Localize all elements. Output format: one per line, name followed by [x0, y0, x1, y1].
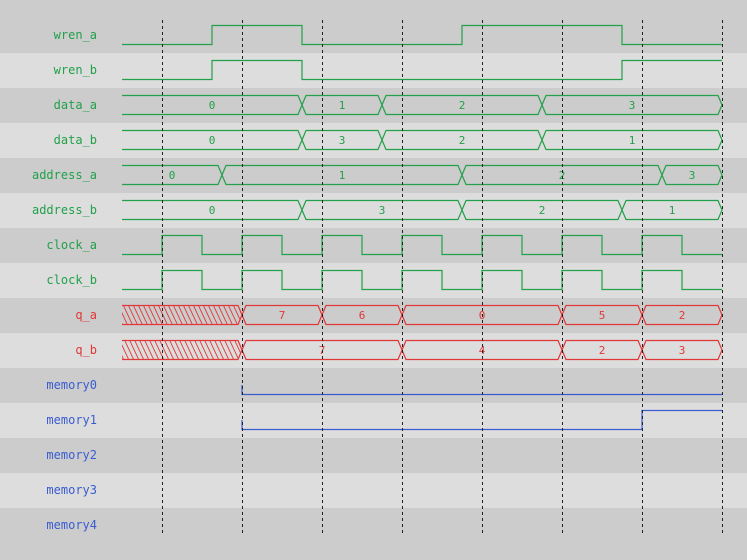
bus-value: 2 [599, 344, 606, 357]
waveform-q_a: 76052 [122, 304, 723, 326]
bus-value: 3 [379, 204, 386, 217]
bus-value: 0 [209, 134, 216, 147]
bus-value: 0 [209, 99, 216, 112]
bus-segment [301, 94, 383, 116]
signal-row-memory1: memory1 [0, 403, 747, 438]
signal-label[interactable]: memory1 [46, 413, 97, 427]
bus-value: 5 [599, 309, 606, 322]
signal-label[interactable]: address_a [31, 168, 97, 182]
signal-label[interactable]: data_b [53, 133, 97, 147]
bus-segment [461, 164, 663, 186]
bus-segment [461, 199, 623, 221]
signal-label[interactable]: clock_a [46, 238, 97, 252]
bus-segment [541, 129, 723, 151]
bus-value: 1 [339, 169, 346, 182]
bus-value: 1 [669, 204, 676, 217]
bit-trace [122, 24, 722, 46]
bus-segment [381, 94, 543, 116]
waveform-address_a: 0 1 2 3 [122, 164, 723, 186]
signal-label[interactable]: memory3 [46, 483, 97, 497]
bus-value: 0 [169, 169, 176, 182]
signal-row-clock_a: clock_a [0, 228, 747, 263]
bus-value: 2 [679, 309, 686, 322]
waveform-memory1 [241, 409, 722, 431]
bus-segment [541, 94, 723, 116]
waveform-clock_b [122, 269, 722, 291]
bus-value: 3 [629, 99, 636, 112]
undefined-segment [122, 339, 243, 361]
signal-row-address_a: address_a [0, 158, 747, 193]
bit-trace [122, 59, 722, 81]
bus-value: 2 [459, 99, 466, 112]
bus-segment [301, 199, 463, 221]
bus-segment [621, 199, 723, 221]
waveform-wren_b [122, 59, 722, 81]
signal-label[interactable]: memory2 [46, 448, 97, 462]
signal-row-memory0: memory0 [0, 368, 747, 403]
signal-label[interactable]: q_b [75, 343, 97, 357]
bus-value: 2 [539, 204, 546, 217]
signal-row-memory3: memory3 [0, 473, 747, 508]
bus-value: 0 [209, 204, 216, 217]
signal-row-data_a: data_a [0, 88, 747, 123]
waveform-q_b: 7423 [122, 339, 723, 361]
bus-value: 6 [359, 309, 366, 322]
waveform-clock_a [122, 234, 722, 256]
bus-value: 3 [339, 134, 346, 147]
signal-label[interactable]: memory4 [46, 518, 97, 532]
signal-label[interactable]: memory0 [46, 378, 97, 392]
signal-row-data_b: data_b [0, 123, 747, 158]
signal-label[interactable]: clock_b [46, 273, 97, 287]
bus-segment [221, 164, 463, 186]
bus-value: 1 [629, 134, 636, 147]
bus-segment [661, 164, 723, 186]
signal-label[interactable]: q_a [75, 308, 97, 322]
waveform-address_b: 0 3 2 1 [122, 199, 723, 221]
waveform-wren_a [122, 24, 722, 46]
bus-value: 3 [689, 169, 696, 182]
bus-segment [381, 129, 543, 151]
bus-value: 2 [459, 134, 466, 147]
signal-row-memory4: memory4 [0, 508, 747, 543]
signal-label[interactable]: wren_b [53, 63, 97, 77]
signal-row-clock_b: clock_b [0, 263, 747, 298]
signal-label[interactable]: data_a [53, 98, 97, 112]
analog-trace [241, 409, 722, 431]
undefined-segment [122, 304, 243, 326]
bus-segment [301, 129, 383, 151]
waveform-data_a: 0 1 2 3 [122, 94, 723, 116]
bus-value: 2 [559, 169, 566, 182]
bit-trace [122, 269, 722, 291]
bit-trace [122, 234, 722, 256]
bus-value: 1 [339, 99, 346, 112]
signal-label[interactable]: wren_a [53, 28, 97, 42]
signal-label[interactable]: address_b [31, 203, 97, 217]
waveform-data_b: 0 3 2 1 [122, 129, 723, 151]
bus-value: 7 [279, 309, 286, 322]
bus-value: 3 [679, 344, 686, 357]
signal-row-memory2: memory2 [0, 438, 747, 473]
